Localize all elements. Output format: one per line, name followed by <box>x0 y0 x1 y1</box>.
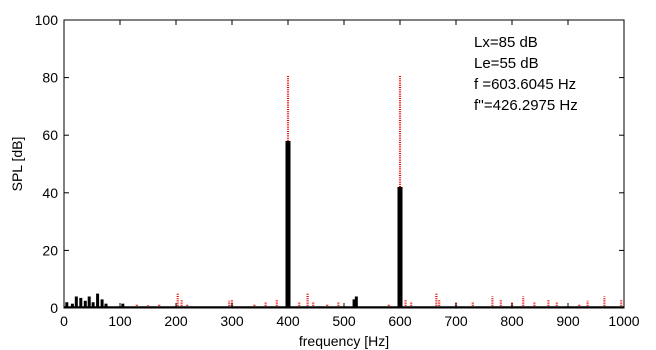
x-tick-label-9: 900 <box>556 313 580 329</box>
annotation-line-3: f''=426.2975 Hz <box>474 97 578 114</box>
x-axis-ticks: 0 100 200 300 400 500 600 700 800 900 1000 <box>60 20 640 329</box>
x-tick-label-10: 1000 <box>608 313 639 329</box>
plot-background <box>64 20 624 308</box>
x-axis-title: frequency [Hz] <box>299 333 389 349</box>
y-axis-ticks: 0 20 40 60 80 100 <box>35 12 624 316</box>
x-tick-label-4: 400 <box>276 313 300 329</box>
y-tick-label-5: 100 <box>35 12 59 28</box>
annotation-line-2: f =603.6045 Hz <box>474 76 576 93</box>
annotation-line-0: Lx=85 dB <box>474 34 538 51</box>
annotation-block: Lx=85 dB Le=55 dB f =603.6045 Hz f''=426.29… <box>474 34 578 114</box>
x-tick-label-3: 300 <box>220 313 244 329</box>
x-tick-label-6: 600 <box>388 313 412 329</box>
y-tick-label-4: 80 <box>42 70 58 86</box>
annotation-line-1: Le=55 dB <box>474 55 539 72</box>
x-tick-label-2: 200 <box>164 313 188 329</box>
x-tick-label-1: 100 <box>108 313 132 329</box>
x-tick-label-5: 500 <box>332 313 356 329</box>
y-tick-label-1: 20 <box>42 242 58 258</box>
x-tick-label-8: 800 <box>500 313 524 329</box>
y-axis-title: SPL [dB] <box>9 137 25 192</box>
y-tick-label-0: 0 <box>50 300 58 316</box>
y-tick-label-2: 40 <box>42 185 58 201</box>
x-tick-label-7: 700 <box>444 313 468 329</box>
y-tick-label-3: 60 <box>42 127 58 143</box>
x-tick-label-0: 0 <box>60 313 68 329</box>
